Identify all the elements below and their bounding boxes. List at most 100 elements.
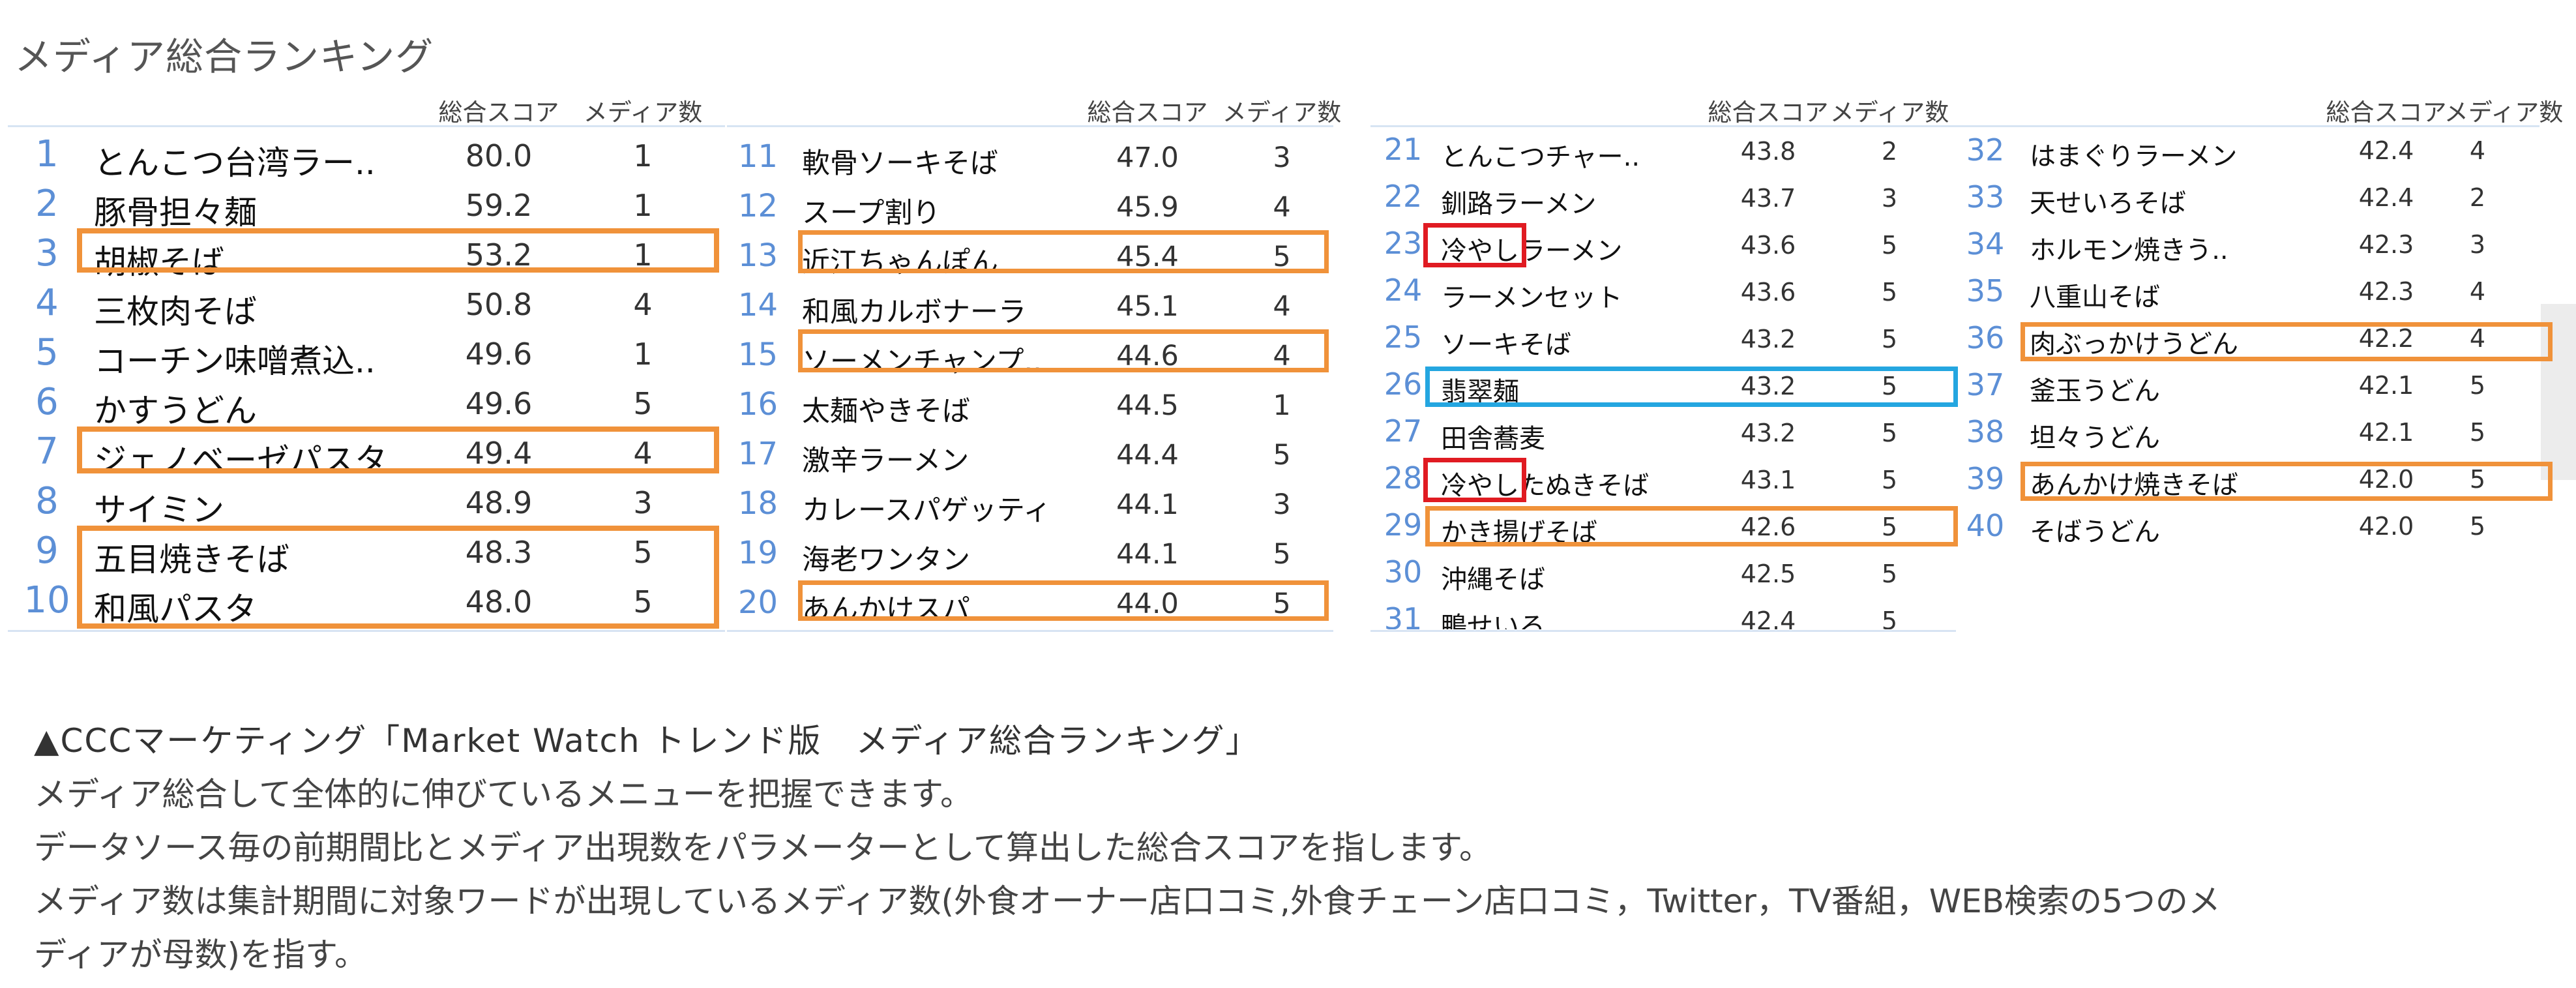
table-row[interactable]: 23 冷やしラーメン 43.6 5 [1370,223,1956,270]
media-count: 1 [633,337,653,372]
score-value: 44.1 [1116,538,1179,571]
table-row[interactable]: 29 かき揚げそば 42.6 5 [1370,505,1956,552]
column-header-media[interactable]: メディア数 [2444,98,2564,127]
menu-name: コーチン味噌煮込.. [94,342,376,380]
media-count: 5 [1881,278,1898,307]
score-value: 43.6 [1740,231,1796,260]
table-row[interactable]: 35 八重山そば 42.3 4 [1953,268,2539,315]
table-row[interactable]: 18 カレースパゲッティ 44.1 3 [727,476,1333,527]
table-row[interactable]: 25 ソーキそば 43.2 5 [1370,317,1956,364]
column-header-score[interactable]: 総合スコア [1708,98,1829,127]
table-row[interactable]: 1 とんこつ台湾ラー.. 80.0 1 [8,129,725,182]
score-value: 59.2 [465,188,533,223]
media-count: 4 [1273,191,1291,224]
table-row[interactable]: 2 豚骨担々麺 59.2 1 [8,179,725,232]
table-row[interactable]: 14 和風カルボナーラ 45.1 4 [727,278,1333,329]
column-header-media[interactable]: メディア数 [583,98,703,127]
media-count: 5 [1881,513,1898,541]
rank-number: 2 [35,183,59,225]
table-row[interactable]: 9 五目焼きそば 48.3 5 [8,526,725,578]
caption-line: データソース毎の前期間比とメディア出現数をパラメーターとして算出した総合スコアを… [34,829,1492,867]
score-value: 42.6 [1740,513,1796,541]
table-row[interactable]: 30 沖縄そば 42.5 5 [1370,552,1956,599]
rank-number: 38 [1966,414,2005,449]
media-count: 1 [633,138,653,173]
table-row[interactable]: 22 釧路ラーメン 43.7 3 [1370,176,1956,223]
rank-number: 39 [1966,461,2005,496]
table-row[interactable]: 15 ソーメンチャンプ.. 44.6 4 [727,327,1333,378]
score-value: 44.6 [1116,340,1179,372]
media-count: 5 [1881,372,1898,400]
media-count: 4 [1273,340,1291,372]
table-row[interactable]: 20 あんかけスパ 44.0 5 [727,575,1333,626]
table-row[interactable]: 6 かすうどん 49.6 5 [8,377,725,430]
table-row[interactable]: 16 太麺やきそば 44.5 1 [727,377,1333,428]
table-row[interactable]: 36 肉ぶっかけうどん 42.2 4 [1953,315,2539,362]
column-header-score[interactable]: 総合スコア [1087,98,1208,127]
table-row[interactable]: 31 鴨せいろ 42.4 5 [1370,599,1956,629]
menu-name: 八重山そば [2030,282,2160,312]
media-count: 5 [1273,588,1291,620]
media-count: 5 [633,584,653,620]
menu-name: 冷やしラーメン [1441,236,1623,266]
table-row[interactable]: 12 スープ割り 45.9 4 [727,179,1333,230]
menu-name: 三枚肉そば [94,293,257,331]
table-row[interactable]: 5 コーチン味噌煮込.. 49.6 1 [8,327,725,380]
scrollbar-track[interactable] [2541,304,2576,480]
table-row[interactable]: 33 天せいろそば 42.4 2 [1953,174,2539,221]
rank-number: 30 [1384,554,1423,590]
rank-number: 8 [35,480,59,522]
media-count: 4 [633,436,653,471]
rank-number: 23 [1384,226,1423,261]
rank-number: 12 [737,188,778,224]
panel-bottom-border [727,630,1333,632]
column-header-media[interactable]: メディア数 [1829,98,1949,127]
table-row[interactable]: 24 ラーメンセット 43.6 5 [1370,270,1956,317]
table-row[interactable]: 7 ジェノベーゼパスタ 49.4 4 [8,427,725,479]
score-value: 45.9 [1116,191,1179,224]
table-row[interactable]: 37 釜玉うどん 42.1 5 [1953,362,2539,409]
table-row[interactable]: 3 胡椒そば 53.2 1 [8,228,725,281]
menu-name: 冷やしたぬきそば [1441,471,1650,501]
menu-name: 五目焼きそば [94,541,289,578]
table-row[interactable]: 4 三枚肉そば 50.8 4 [8,278,725,331]
table-row[interactable]: 19 海老ワンタン 44.1 5 [727,526,1333,576]
menu-name: 天せいろそば [2030,188,2186,218]
media-count: 5 [2469,418,2486,447]
table-row[interactable]: 32 はまぐりラーメン 42.4 4 [1953,127,2539,174]
score-value: 48.3 [465,535,533,570]
menu-name: かき揚げそば [1441,518,1597,548]
table-row[interactable]: 38 坦々うどん 42.1 5 [1953,409,2539,456]
table-row[interactable]: 34 ホルモン焼きう.. 42.3 3 [1953,221,2539,268]
column-header-media[interactable]: メディア数 [1222,98,1342,127]
rank-number: 40 [1966,508,2005,543]
source-caption: ▲CCCマーケティング「Market Watch トレンド版 メディア総合ランキ… [34,714,2446,981]
table-row[interactable]: 21 とんこつチャー.. 43.8 2 [1370,129,1956,176]
media-count: 4 [1273,290,1291,323]
score-value: 43.8 [1740,137,1796,166]
media-count: 5 [2469,512,2486,541]
table-row[interactable]: 27 田舎蕎麦 43.2 5 [1370,411,1956,458]
rank-number: 25 [1384,320,1423,355]
rank-number: 16 [737,386,778,423]
table-row[interactable]: 39 あんかけ焼きそば 42.0 5 [1953,456,2539,503]
panel-header: 総合スコア メディア数 [1953,85,2563,127]
rank-number: 14 [737,287,778,323]
table-row[interactable]: 26 翡翠麺 43.2 5 [1370,364,1956,411]
table-row[interactable]: 28 冷やしたぬきそば 43.1 5 [1370,458,1956,505]
table-row[interactable]: 10 和風パスタ 48.0 5 [8,575,725,628]
caption-line: メディア総合して全体的に伸びているメニューを把握できます。 [34,775,973,813]
column-header-score[interactable]: 総合スコア [438,98,559,127]
score-value: 80.0 [465,138,533,173]
table-row[interactable]: 17 激辛ラーメン 44.4 5 [727,427,1333,477]
table-row[interactable]: 8 サイミン 48.9 3 [8,476,725,529]
table-row[interactable]: 40 そばうどん 42.0 5 [1953,503,2539,550]
rank-number: 21 [1384,132,1423,167]
table-row[interactable]: 13 近江ちゃんぽん 45.4 5 [727,228,1333,279]
column-header-score[interactable]: 総合スコア [2326,98,2447,127]
menu-name: 鴨せいろ [1441,612,1545,629]
media-count: 4 [2469,324,2486,353]
menu-name: ソーメンチャンプ.. [802,346,1042,378]
score-value: 49.6 [465,386,533,421]
table-row[interactable]: 11 軟骨ソーキそば 47.0 3 [727,129,1333,180]
